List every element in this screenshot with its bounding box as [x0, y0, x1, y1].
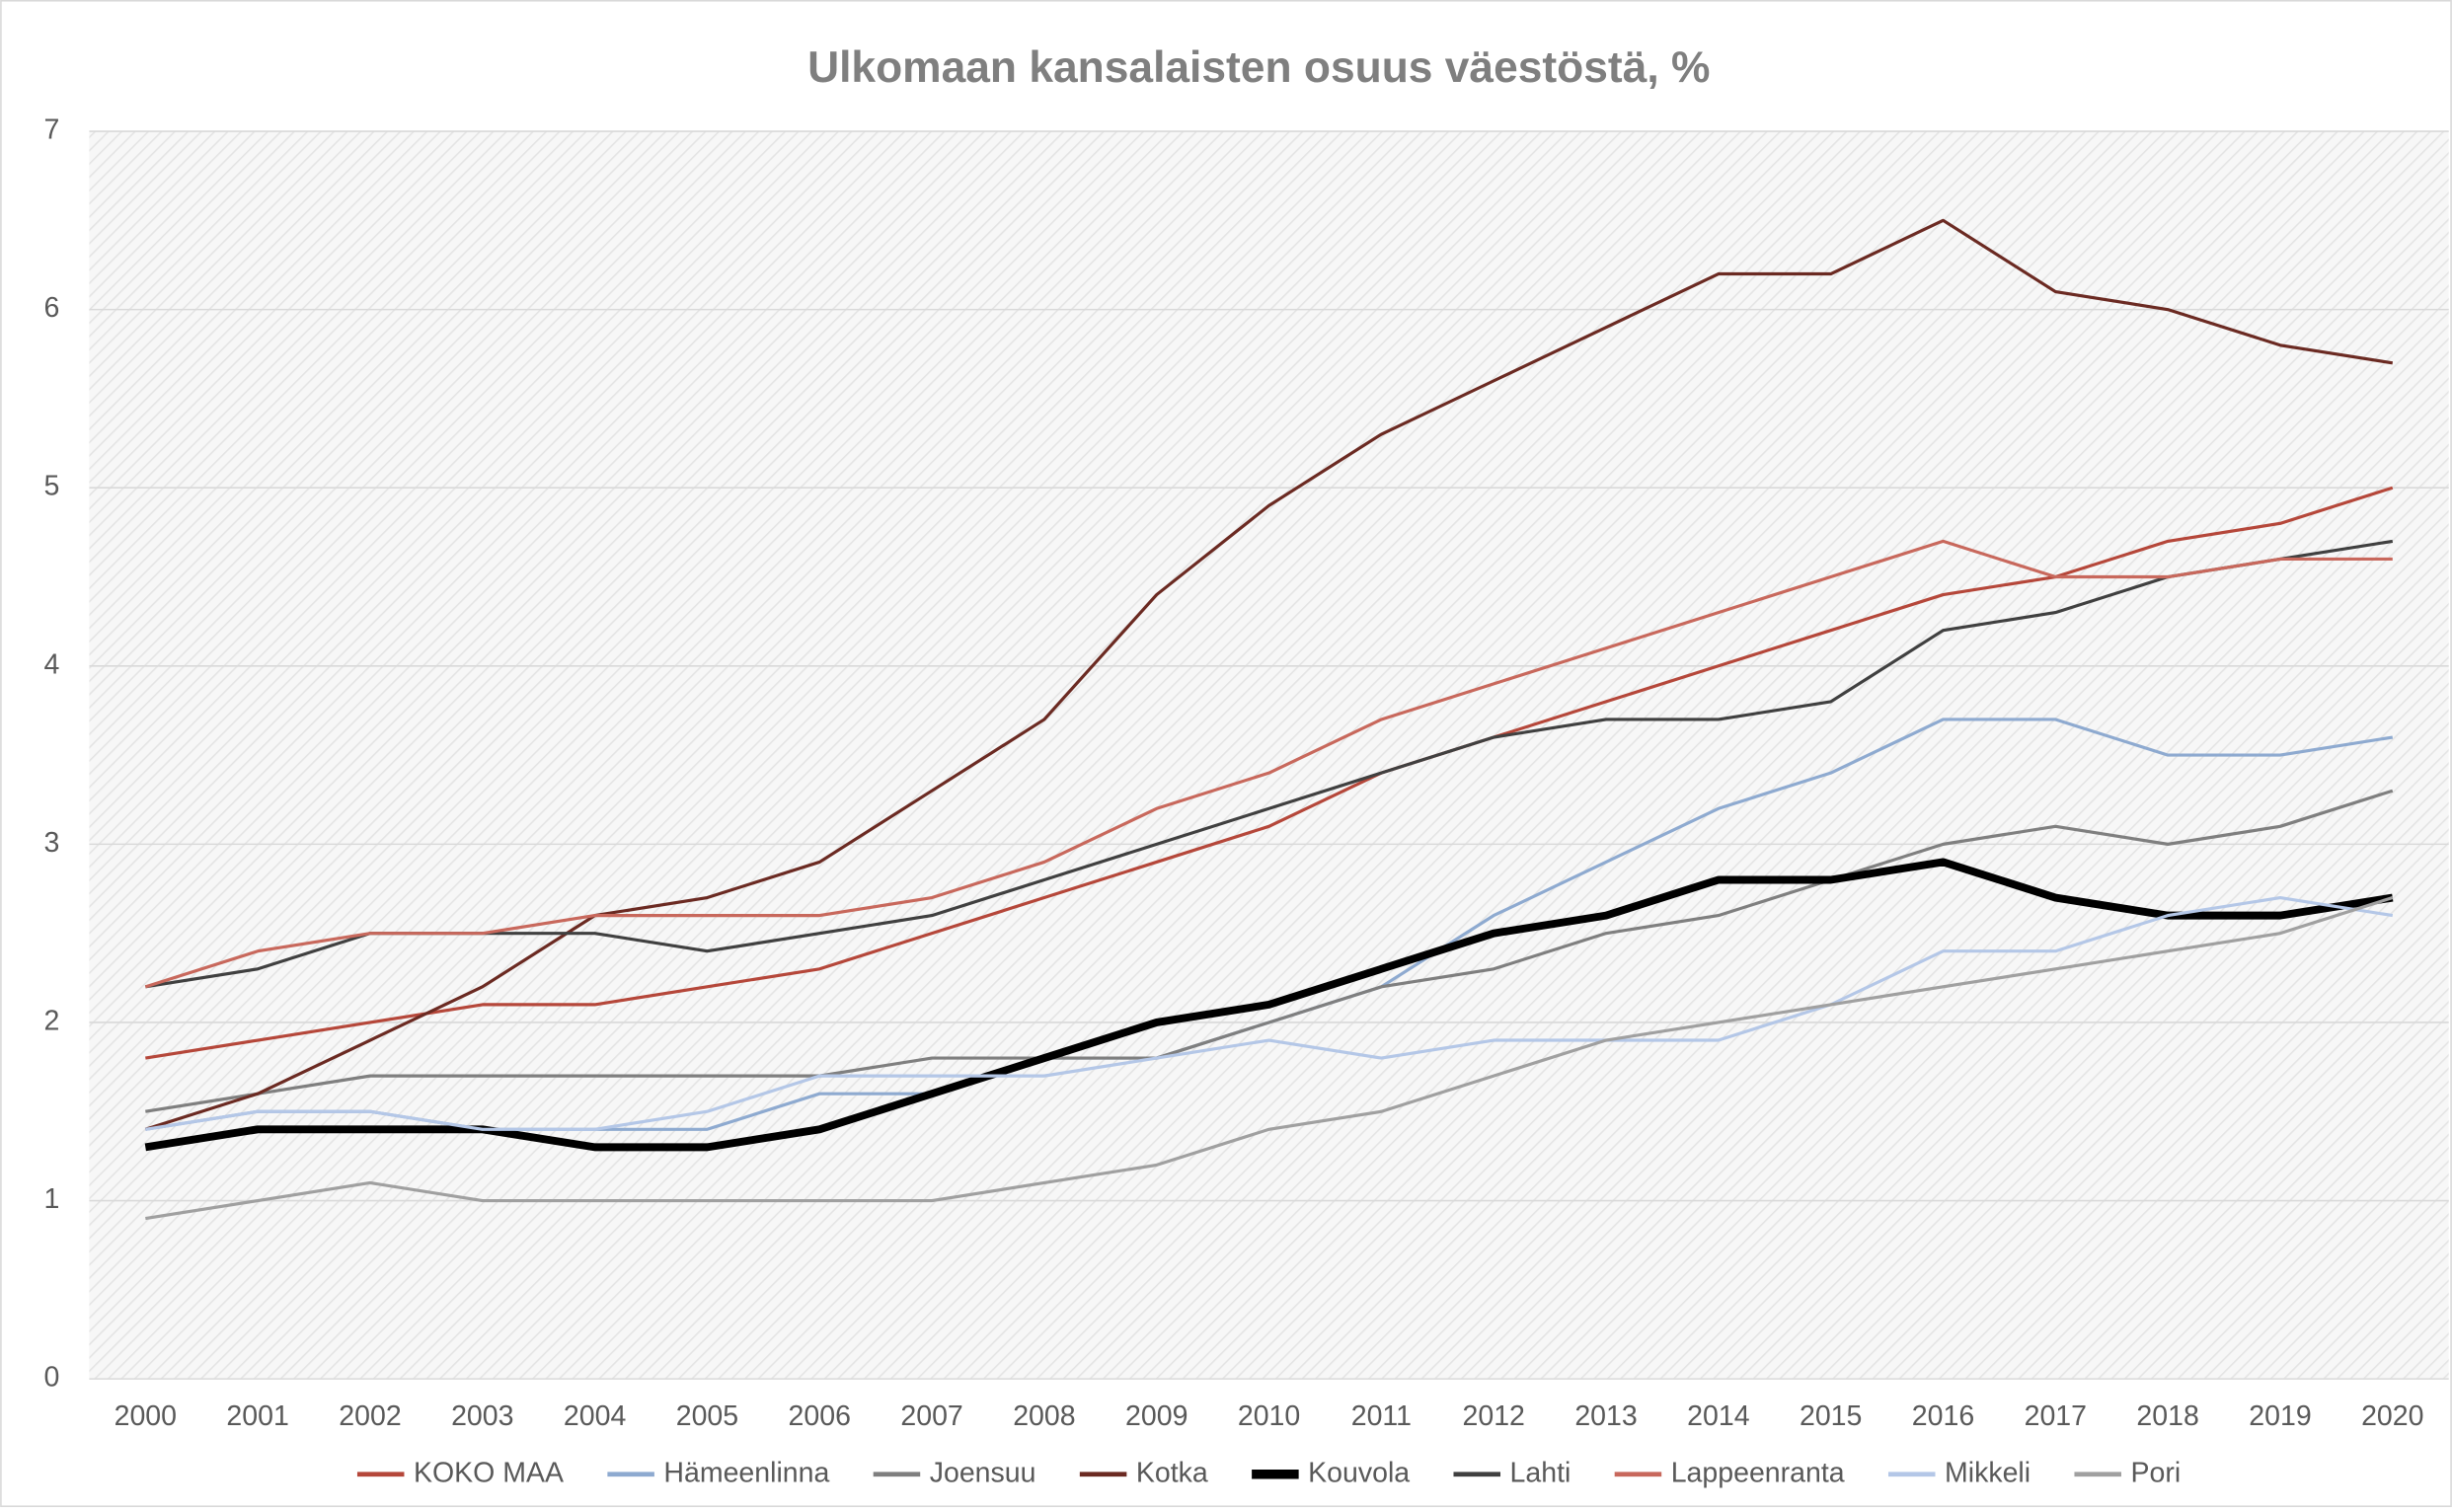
x-tick-label: 2020	[2361, 1400, 2423, 1432]
series-line	[145, 539, 2394, 989]
series-line	[144, 218, 2394, 1131]
y-tick-label: 7	[43, 114, 59, 146]
y-tick-label: 4	[43, 648, 59, 680]
series-line	[145, 789, 2394, 1113]
x-tick-label: 2015	[1800, 1400, 1862, 1432]
legend-label: KOKO MAA	[414, 1457, 564, 1488]
legend-label: Lappeenranta	[1671, 1457, 1845, 1488]
x-tick-label: 2019	[2249, 1400, 2311, 1432]
x-tick-label: 2008	[1013, 1400, 1075, 1432]
y-tick-label: 5	[43, 471, 59, 502]
legend-label: Lahti	[1510, 1457, 1571, 1488]
x-tick-label: 2002	[339, 1400, 401, 1432]
x-tick-label: 2007	[900, 1400, 962, 1432]
series-line	[145, 486, 2394, 1060]
x-tick-label: 2006	[789, 1400, 851, 1432]
x-tick-label: 2011	[1351, 1400, 1412, 1432]
series-line	[145, 896, 2394, 1221]
legend-label: Hämeenlinna	[663, 1457, 829, 1488]
x-tick-label: 2017	[2025, 1400, 2087, 1432]
x-tick-label: 2014	[1687, 1400, 1750, 1432]
legend-label: Kouvola	[1308, 1457, 1410, 1488]
y-tick-label: 0	[43, 1362, 59, 1394]
x-tick-label: 2000	[115, 1400, 177, 1432]
x-tick-label: 2013	[1574, 1400, 1637, 1432]
legend-label: Kotka	[1136, 1457, 1208, 1488]
series-line	[144, 858, 2394, 1152]
chart-title: Ulkomaan kansalaisten osuus väestöstä, %	[807, 43, 1710, 92]
x-tick-label: 2010	[1238, 1400, 1300, 1432]
y-tick-label: 6	[43, 292, 59, 324]
y-tick-label: 3	[43, 827, 59, 859]
x-tick-label: 2009	[1125, 1400, 1188, 1432]
series-line	[145, 895, 2394, 1131]
legend-label: Joensuu	[930, 1457, 1036, 1488]
x-tick-label: 2001	[226, 1400, 288, 1432]
x-tick-label: 2012	[1463, 1400, 1525, 1432]
x-tick-label: 2004	[564, 1400, 627, 1432]
y-tick-label: 2	[43, 1005, 59, 1036]
legend-label: Pori	[2130, 1457, 2181, 1488]
x-tick-label: 2018	[2136, 1400, 2198, 1432]
y-tick-label: 1	[43, 1183, 59, 1215]
x-tick-label: 2016	[1912, 1400, 1974, 1432]
series-line	[144, 539, 2393, 989]
plot-area	[89, 131, 2449, 1380]
legend-label: Mikkeli	[1945, 1457, 2031, 1488]
x-tick-label: 2005	[676, 1400, 738, 1432]
x-tick-label: 2003	[451, 1400, 513, 1432]
